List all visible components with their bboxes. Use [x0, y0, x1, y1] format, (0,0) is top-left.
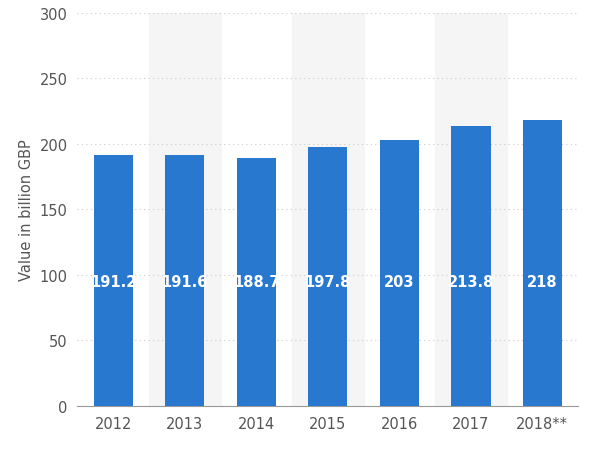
Text: 191.6: 191.6: [162, 274, 208, 289]
Text: 213.8: 213.8: [448, 274, 494, 289]
Text: 191.2: 191.2: [90, 274, 136, 289]
Bar: [451, 126, 491, 406]
Bar: [435, 14, 507, 406]
Bar: [292, 14, 364, 406]
Text: 203: 203: [384, 274, 415, 289]
Bar: [237, 159, 276, 406]
Bar: [380, 140, 419, 406]
Text: 218: 218: [527, 274, 558, 289]
Bar: [308, 147, 347, 406]
Bar: [523, 121, 562, 406]
Text: 197.8: 197.8: [305, 274, 351, 289]
Y-axis label: Value in billion GBP: Value in billion GBP: [19, 139, 34, 281]
Bar: [165, 155, 204, 406]
Bar: [94, 156, 133, 406]
Text: 188.7: 188.7: [233, 274, 280, 289]
Bar: [149, 14, 221, 406]
